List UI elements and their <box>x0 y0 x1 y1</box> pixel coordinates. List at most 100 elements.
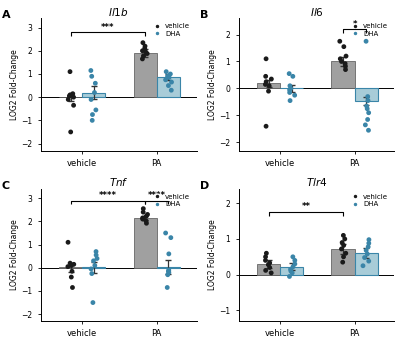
Point <box>342 61 348 66</box>
Point <box>65 97 72 102</box>
Point <box>292 261 298 267</box>
Point <box>140 206 146 212</box>
Point <box>263 250 270 256</box>
Point <box>262 268 269 273</box>
Point <box>165 83 172 88</box>
Point <box>92 263 98 268</box>
Point <box>88 74 95 79</box>
Bar <box>332 249 355 275</box>
Point <box>88 266 94 272</box>
Point <box>340 233 346 238</box>
Point <box>265 88 272 94</box>
Point <box>70 103 77 108</box>
Bar <box>280 267 303 275</box>
Point <box>166 267 172 273</box>
Point <box>340 243 347 248</box>
Text: ****: **** <box>148 191 166 200</box>
Text: A: A <box>2 10 10 20</box>
Point <box>365 244 371 249</box>
Point <box>364 251 370 257</box>
Bar <box>157 267 180 268</box>
Point <box>140 40 146 45</box>
Point <box>342 250 349 256</box>
Point <box>140 215 146 221</box>
Point <box>90 258 97 264</box>
Point <box>336 39 343 44</box>
Point <box>88 97 94 102</box>
Point <box>139 56 146 62</box>
Point <box>93 249 99 254</box>
Point <box>364 117 371 122</box>
Legend: vehicle, DHA: vehicle, DHA <box>147 191 193 210</box>
Bar <box>355 88 378 100</box>
Point <box>142 43 148 49</box>
Point <box>168 87 174 93</box>
Bar <box>355 252 378 275</box>
Text: ***: *** <box>101 23 115 32</box>
Point <box>70 91 76 96</box>
Point <box>164 272 171 278</box>
Bar <box>134 53 157 97</box>
Point <box>89 271 95 276</box>
Title: $\it{Tnf}$: $\it{Tnf}$ <box>109 176 128 188</box>
Point <box>286 71 292 76</box>
Point <box>67 260 73 266</box>
Point <box>142 46 148 51</box>
Legend: vehicle, DHA: vehicle, DHA <box>345 21 391 40</box>
Bar <box>332 62 355 88</box>
Point <box>165 269 172 274</box>
Point <box>364 106 370 111</box>
Text: C: C <box>2 181 10 191</box>
Point <box>162 230 169 236</box>
Point <box>268 270 274 276</box>
Point <box>67 69 73 74</box>
Bar <box>82 267 106 268</box>
Point <box>143 214 149 219</box>
Point <box>366 110 372 116</box>
Point <box>341 44 347 50</box>
Point <box>262 74 269 79</box>
Bar <box>134 218 157 268</box>
Point <box>162 77 169 83</box>
Point <box>166 270 172 275</box>
Point <box>66 93 72 99</box>
Point <box>65 264 71 269</box>
Point <box>143 221 150 226</box>
Point <box>164 74 171 79</box>
Point <box>88 68 94 73</box>
Y-axis label: LOG2 Fold-Change: LOG2 Fold-Change <box>10 220 19 290</box>
Point <box>140 216 146 222</box>
Point <box>262 254 269 260</box>
Point <box>163 69 170 74</box>
Point <box>360 263 366 269</box>
Point <box>268 76 274 82</box>
Point <box>68 274 74 280</box>
Point <box>292 258 298 263</box>
Point <box>366 237 372 243</box>
Point <box>167 71 174 77</box>
Point <box>140 53 147 58</box>
Point <box>166 75 172 80</box>
Legend: vehicle, DHA: vehicle, DHA <box>345 191 391 210</box>
Point <box>70 261 77 267</box>
Point <box>263 123 269 129</box>
Point <box>286 274 293 279</box>
Point <box>287 267 294 272</box>
Point <box>342 64 349 69</box>
Point <box>89 118 96 123</box>
Point <box>168 79 175 85</box>
Y-axis label: LOG2 Fold-Change: LOG2 Fold-Change <box>10 49 19 120</box>
Point <box>364 94 371 99</box>
Point <box>90 300 96 305</box>
Point <box>143 218 149 224</box>
Point <box>338 59 345 64</box>
Point <box>339 240 345 245</box>
Title: $\it{Il1b}$: $\it{Il1b}$ <box>108 6 129 18</box>
Point <box>288 86 294 91</box>
Point <box>342 67 349 72</box>
Point <box>144 51 150 56</box>
Point <box>139 48 146 54</box>
Point <box>343 53 349 59</box>
Point <box>286 87 293 93</box>
Point <box>363 39 369 44</box>
